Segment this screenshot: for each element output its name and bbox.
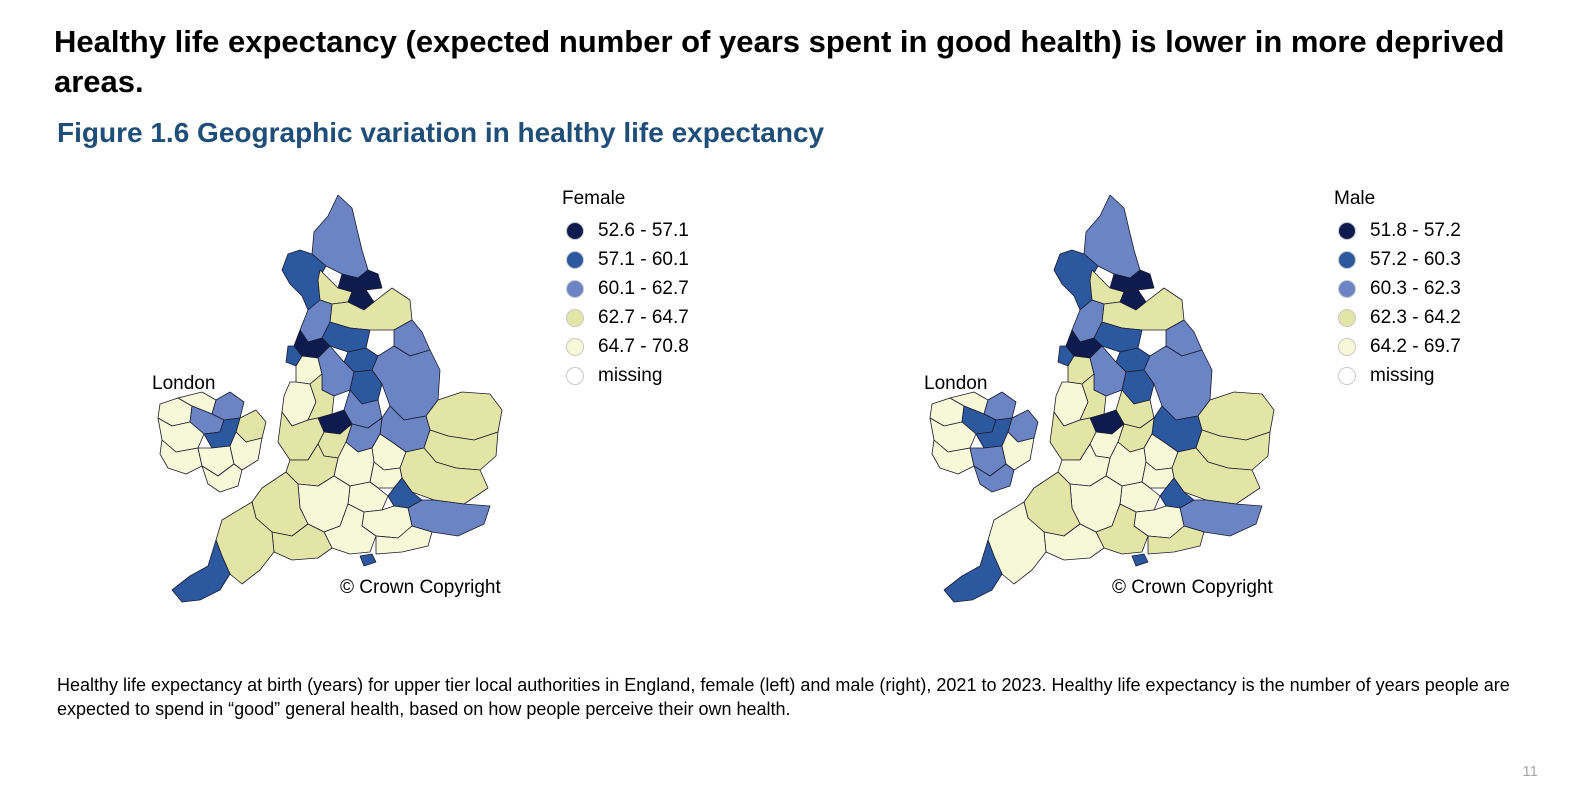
copyright-notice: © Crown Copyright [1112,577,1273,598]
legend-label: 60.1 - 62.7 [598,277,689,299]
legend-label: 64.2 - 69.7 [1370,335,1461,357]
legend-title: Male [1334,188,1376,209]
region-herefordshire [277,411,325,461]
legend-item: 62.3 - 64.2 [1334,303,1461,332]
copyright-notice: © Crown Copyright [340,577,501,598]
page-number: 11 [1522,763,1538,780]
inset-far-s [973,463,1015,493]
legend-label: 62.3 - 64.2 [1370,306,1461,328]
legend-swatch [1338,221,1356,240]
legend-item: missing [1334,361,1461,390]
region-hampshire [1095,503,1149,555]
legend-label: 52.6 - 57.1 [598,219,689,241]
region-dorset [271,523,333,561]
legend-item: 64.2 - 69.7 [1334,332,1461,361]
legend-swatch [1338,337,1356,356]
inset-outer-ne [211,391,245,421]
legend-swatch [1338,308,1356,327]
inset-outer-ne [983,391,1017,421]
inset-far-s [201,463,243,493]
region-herefordshire [1049,411,1097,461]
male-map-panel: London © Crown Copyright Male 51.8 - 57.… [884,170,1595,650]
legend-item: 51.8 - 57.2 [1334,216,1461,245]
legend-swatch [566,221,584,240]
legend-label: 62.7 - 64.7 [598,306,689,328]
legend-swatch [566,279,584,298]
legend-swatch [566,250,584,269]
region-isle-of-wight [359,553,377,567]
slide-headline: Healthy life expectancy (expected number… [54,24,1505,99]
legend-item: 60.1 - 62.7 [562,274,689,303]
female-map-panel: London © Crown Copyright Female 52.6 - 5… [112,170,882,650]
figure-caption: Healthy life expectancy at birth (years)… [57,675,1510,719]
legend-label: 60.3 - 62.3 [1370,277,1461,299]
legend-title: Female [562,188,626,209]
region-lincolnshire [1143,345,1213,421]
legend-label: 64.7 - 70.8 [598,335,689,357]
legend-swatch [566,337,584,356]
london-inset-label: London [924,373,988,394]
legend-label: 51.8 - 57.2 [1370,219,1461,241]
london-inset-label: London [152,373,216,394]
legend-item: 52.6 - 57.1 [562,216,689,245]
legend-swatch [566,366,584,385]
legend-label: 57.2 - 60.3 [1370,248,1461,270]
legend-item: 57.2 - 60.3 [1334,245,1461,274]
legend-item: 64.7 - 70.8 [562,332,689,361]
region-isle-of-wight [1131,553,1149,567]
region-lincolnshire [371,345,441,421]
legend: Male 51.8 - 57.2 57.2 - 60.3 60.3 - 62.3… [1334,188,1461,390]
legend-label: 57.1 - 60.1 [598,248,689,270]
male-choropleth-map [929,194,1275,603]
legend-swatch [566,308,584,327]
inset-south-w [931,439,975,475]
region-sussex [375,525,433,555]
legend-item: 60.3 - 62.3 [1334,274,1461,303]
legend-item: missing [562,361,689,390]
legend-label: missing [1370,364,1435,386]
legend-swatch [1338,250,1356,269]
region-dorset [1043,523,1105,561]
region-cornwall [171,539,231,603]
legend: Female 52.6 - 57.1 57.1 - 60.1 60.1 - 62… [562,188,689,390]
legend-label: missing [598,364,663,386]
region-hampshire [323,503,377,555]
legend-swatch [1338,279,1356,298]
region-sussex [1147,525,1205,555]
figure-title: Figure 1.6 Geographic variation in healt… [57,117,825,148]
legend-item: 62.7 - 64.7 [562,303,689,332]
female-choropleth-map [157,194,503,603]
legend-swatch [1338,366,1356,385]
legend-item: 57.1 - 60.1 [562,245,689,274]
region-cornwall [943,539,1003,603]
inset-south-w [159,439,203,475]
